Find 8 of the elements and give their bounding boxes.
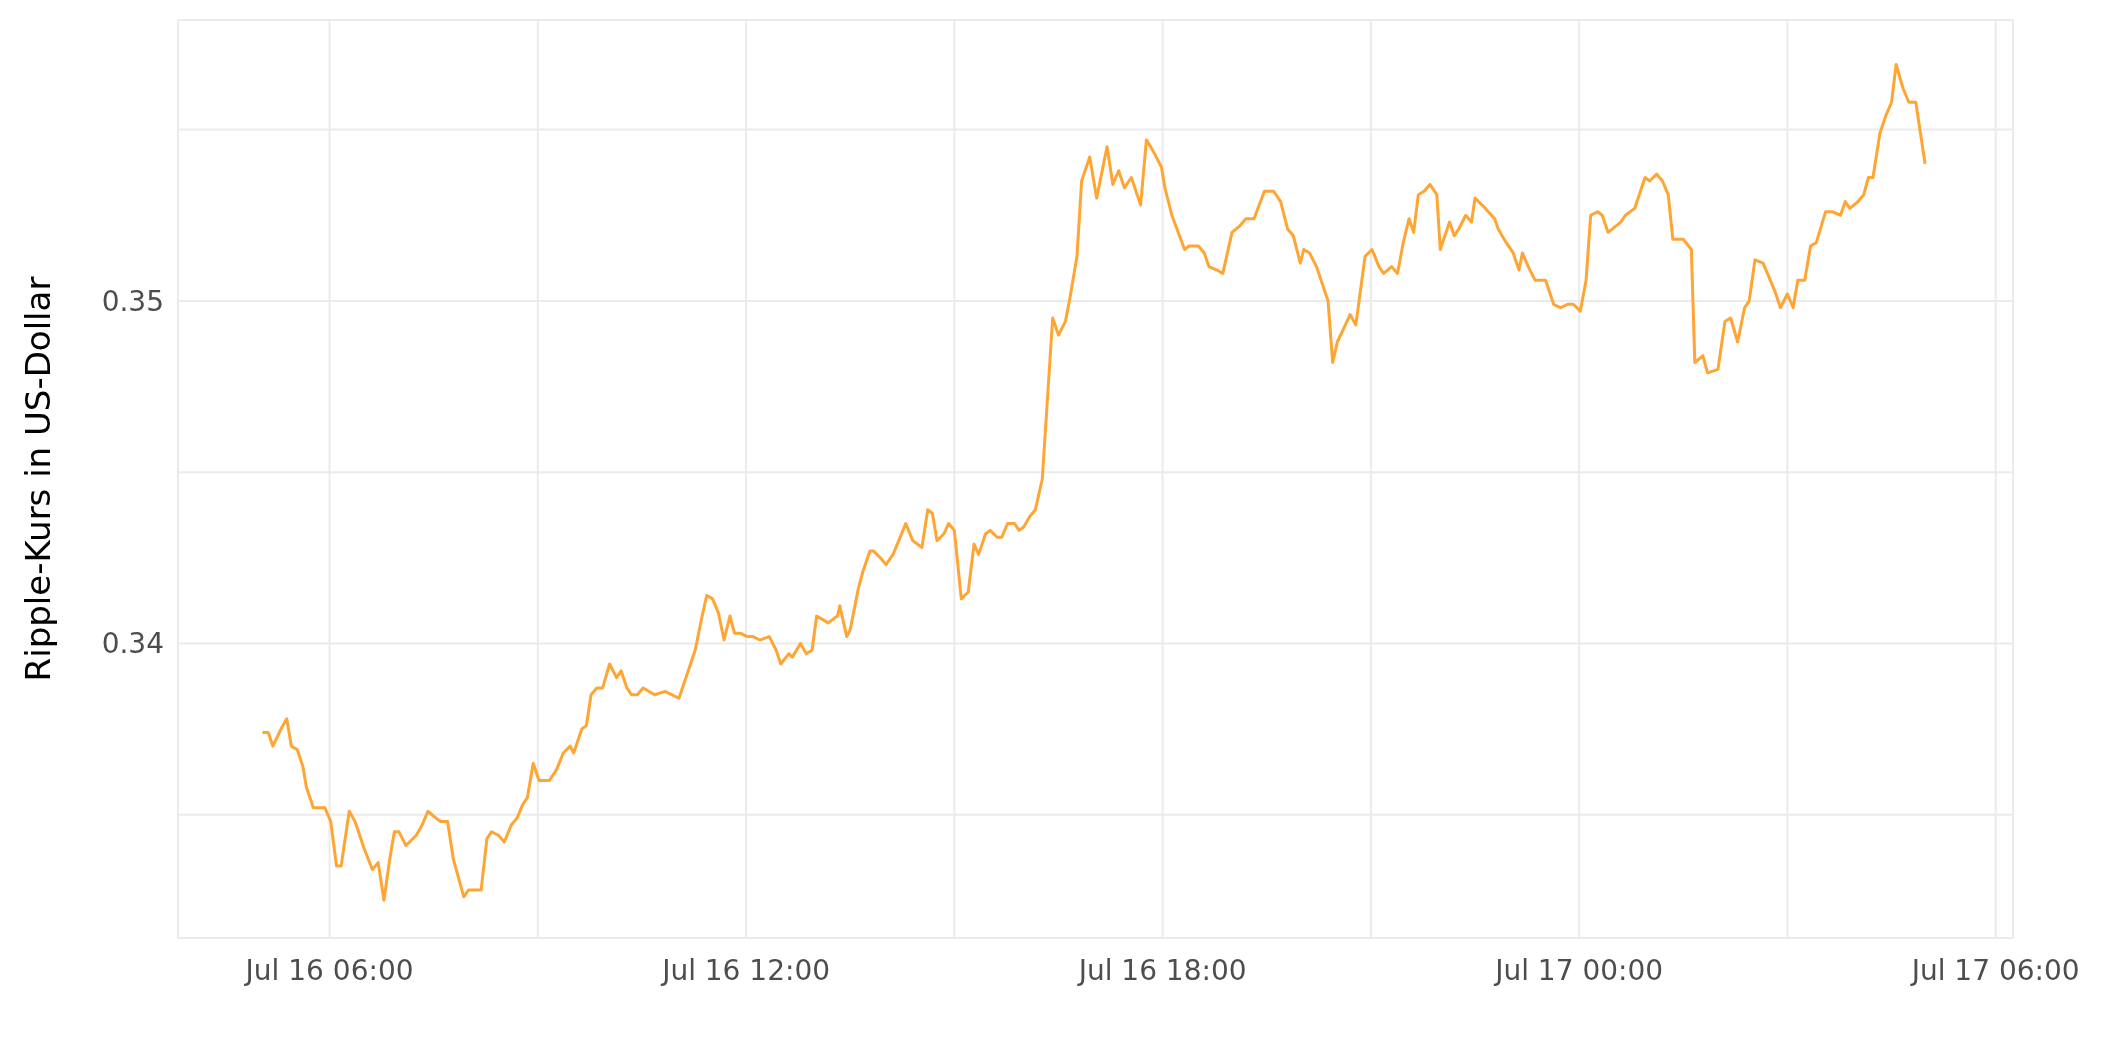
y-tick-label: 0.35 bbox=[101, 284, 164, 318]
x-tick-label: Jul 17 00:00 bbox=[1493, 953, 1664, 987]
x-tick-label: Jul 16 06:00 bbox=[243, 953, 414, 987]
x-tick-label: Jul 16 12:00 bbox=[660, 953, 831, 987]
x-tick-label: Jul 16 18:00 bbox=[1076, 953, 1247, 987]
x-tick-label: Jul 17 06:00 bbox=[1909, 953, 2080, 987]
y-axis-title: Ripple-Kurs in US-Dollar bbox=[18, 276, 59, 682]
y-tick-label: 0.34 bbox=[101, 627, 164, 661]
